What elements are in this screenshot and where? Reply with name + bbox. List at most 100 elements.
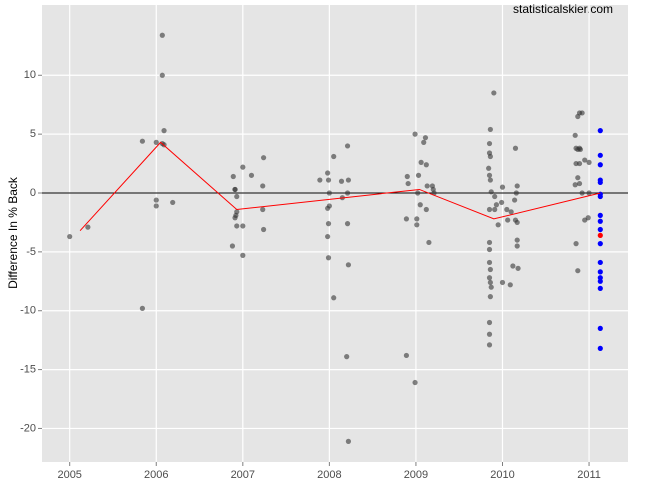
x-tick-label: 2005 <box>57 469 81 481</box>
point <box>597 218 603 224</box>
point <box>260 155 267 161</box>
point <box>577 146 583 153</box>
point <box>85 224 91 230</box>
point <box>493 202 500 208</box>
y-tick-label: 0 <box>30 187 36 199</box>
point <box>499 199 505 206</box>
point <box>325 233 331 240</box>
point <box>423 162 429 168</box>
point <box>415 172 422 178</box>
point <box>234 193 240 200</box>
point <box>597 128 603 134</box>
point <box>597 241 603 247</box>
point <box>139 138 146 144</box>
point <box>576 180 583 187</box>
point <box>159 72 165 78</box>
point <box>421 139 427 145</box>
point <box>153 197 159 203</box>
point <box>597 162 603 168</box>
point <box>240 164 246 170</box>
x-tick-label: 2007 <box>231 469 255 481</box>
point <box>153 203 159 209</box>
x-tick-label: 2010 <box>490 469 514 481</box>
point <box>486 172 493 178</box>
point <box>572 182 578 188</box>
point <box>317 177 323 183</box>
y-tick-label: -15 <box>20 363 36 375</box>
point <box>426 239 432 246</box>
point <box>325 177 332 183</box>
point <box>418 159 424 165</box>
point <box>486 319 493 326</box>
trend-line <box>79 141 601 232</box>
point <box>170 199 176 206</box>
point <box>153 139 159 145</box>
point <box>575 268 581 274</box>
point <box>331 153 337 160</box>
point <box>597 259 603 266</box>
point <box>326 203 332 209</box>
point <box>514 243 520 249</box>
point <box>486 331 493 337</box>
x-tick-label: 2008 <box>317 469 341 481</box>
point <box>414 222 420 228</box>
point <box>486 165 492 171</box>
point <box>492 193 498 200</box>
y-axis-label: Difference In % Back <box>6 176 20 289</box>
point <box>230 173 236 180</box>
point <box>586 190 592 196</box>
watermark: statisticalskier.com <box>513 2 613 16</box>
point <box>161 128 167 134</box>
point <box>232 215 238 221</box>
point <box>423 206 429 213</box>
point <box>240 223 246 229</box>
point <box>412 379 418 386</box>
point <box>597 212 603 218</box>
point <box>487 177 493 183</box>
point <box>229 243 236 249</box>
point <box>579 190 585 196</box>
point <box>344 190 351 196</box>
point <box>260 206 266 213</box>
point <box>486 275 493 281</box>
point <box>597 152 603 158</box>
point <box>597 269 603 275</box>
point <box>486 206 493 213</box>
point <box>597 325 603 331</box>
point <box>487 126 493 133</box>
point <box>486 239 493 246</box>
point <box>325 255 332 261</box>
point <box>579 110 585 116</box>
point <box>597 179 603 186</box>
point <box>486 140 493 147</box>
point <box>504 206 510 213</box>
point <box>67 233 73 240</box>
point <box>344 354 350 360</box>
point <box>512 217 519 223</box>
point <box>597 285 603 291</box>
point <box>582 157 588 163</box>
point <box>597 232 603 238</box>
point <box>139 305 146 311</box>
plot-panel <box>42 5 628 462</box>
point <box>344 221 351 227</box>
point <box>487 293 493 300</box>
point <box>491 90 497 96</box>
x-tick-label: 2011 <box>577 469 601 481</box>
point <box>487 279 493 286</box>
y-tick-label: -10 <box>20 305 36 317</box>
point <box>234 223 240 229</box>
point <box>415 190 421 196</box>
point <box>345 438 352 444</box>
point <box>575 175 581 181</box>
point <box>499 184 506 190</box>
point <box>403 352 410 359</box>
y-tick-label: 10 <box>24 69 36 81</box>
point <box>260 226 267 233</box>
point <box>576 160 583 167</box>
point <box>512 145 519 151</box>
point <box>403 216 410 222</box>
point <box>492 206 498 213</box>
point <box>487 266 493 273</box>
point <box>422 135 429 141</box>
